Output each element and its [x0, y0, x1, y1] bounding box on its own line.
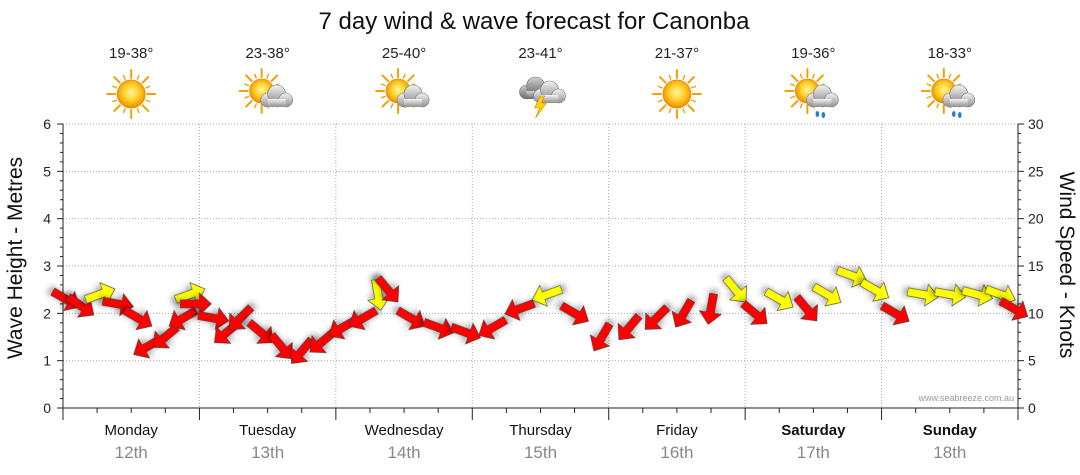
wind-arrow — [50, 287, 80, 312]
wind-arrow — [504, 298, 536, 321]
wind-arrows — [50, 265, 1029, 364]
y-tick-label-left: 6 — [43, 116, 51, 132]
day-date-label: 17th — [797, 443, 830, 462]
wind-arrow — [906, 283, 939, 307]
day-name-label: Friday — [656, 422, 698, 439]
wind-arrow — [879, 301, 910, 326]
chart-axes: 0 1 2 3 4 5 6 0 5 10 15 20 25 30 — [43, 116, 1044, 420]
wind-arrow — [617, 313, 643, 341]
day-labels: Monday 12th Tuesday 13th Wednesday 14th Thursd… — [105, 422, 978, 462]
y-tick-label-left: 2 — [43, 305, 51, 321]
day-name-label: Sunday — [923, 422, 978, 439]
y-axis-left-title: Wave Height - Metres — [4, 157, 27, 359]
wind-arrow — [859, 278, 890, 302]
y-tick-label-left: 4 — [43, 211, 51, 227]
chart-title: 7 day wind & wave forecast for Canonba — [319, 8, 751, 35]
partly-cloudy-icon — [375, 68, 430, 114]
wind-arrow — [589, 321, 614, 352]
y-tick-label-right: 25 — [1028, 163, 1044, 179]
day-date-label: 16th — [660, 443, 693, 462]
wind-arrow — [395, 306, 426, 331]
temperature-range: 21-37° — [655, 45, 699, 62]
wind-arrow — [763, 287, 794, 312]
y-tick-label-right: 10 — [1028, 305, 1044, 321]
temperature-range: 18-33° — [928, 45, 972, 62]
sunny-icon — [651, 69, 702, 119]
day-date-label: 15th — [524, 443, 557, 462]
cloudy-rain-icon — [784, 68, 839, 118]
day-date-label: 12th — [115, 443, 148, 462]
day-name-label: Tuesday — [239, 422, 296, 439]
wind-arrow — [531, 284, 564, 307]
cloudy-rain-icon — [920, 68, 976, 118]
wind-arrow — [740, 300, 768, 325]
temperature-range: 19-38° — [109, 45, 153, 62]
day-date-label: 18th — [933, 443, 966, 462]
chart-gridlines — [63, 123, 1018, 408]
thunderstorm-icon — [519, 76, 566, 119]
sunny-icon — [106, 69, 157, 119]
y-tick-label-left: 3 — [43, 258, 51, 274]
temperature-range: 23-41° — [518, 45, 562, 62]
wind-arrow — [671, 297, 696, 328]
wind-arrow — [811, 283, 842, 307]
wind-arrow — [348, 306, 379, 331]
wind-arrow — [374, 275, 400, 303]
day-name-label: Saturday — [781, 422, 846, 439]
y-tick-label-right: 5 — [1028, 353, 1036, 369]
y-axis-right-title: Wind Speed - Knots — [1055, 172, 1078, 359]
wind-arrow — [698, 292, 722, 325]
wind-arrow — [168, 306, 199, 331]
wind-arrow — [422, 317, 454, 340]
day-name-label: Wednesday — [365, 422, 444, 439]
y-tick-label-left: 5 — [43, 163, 51, 179]
wind-arrow — [933, 283, 966, 307]
wind-arrow — [228, 304, 255, 330]
temperature-range: 19-36° — [791, 45, 835, 62]
wind-arrow — [268, 332, 293, 360]
y-tick-label-right: 20 — [1028, 211, 1044, 227]
temperature-range: 25-40° — [382, 45, 426, 62]
wind-arrow — [559, 301, 589, 326]
credit-text: www.seabreeze.com.au — [917, 393, 1014, 403]
wind-arrow — [835, 265, 868, 288]
wind-arrow — [961, 284, 993, 307]
day-date-label: 13th — [251, 443, 284, 462]
wind-arrow — [197, 307, 230, 331]
wind-arrow — [246, 319, 274, 344]
y-tick-label-right: 0 — [1028, 400, 1036, 416]
wind-arrow — [478, 316, 509, 340]
y-tick-label-left: 1 — [43, 353, 51, 369]
y-tick-label-left: 0 — [43, 400, 51, 416]
day-forecast-header: 19-38° 23-38° 25-40° 23-41° 21-37° 19-36° 18-3… — [106, 45, 976, 119]
y-tick-label-right: 30 — [1028, 116, 1044, 132]
wind-arrow — [793, 294, 818, 322]
day-name-label: Monday — [105, 422, 159, 439]
y-tick-label-right: 15 — [1028, 258, 1044, 274]
wind-arrow — [449, 322, 481, 345]
wind-arrow — [998, 297, 1029, 321]
day-date-label: 14th — [388, 443, 421, 462]
wind-arrow — [644, 304, 671, 330]
wind-arrow — [722, 275, 747, 303]
temperature-range: 23-38° — [245, 45, 289, 62]
day-name-label: Thursday — [509, 422, 572, 439]
wind-arrow — [122, 306, 153, 331]
partly-cloudy-icon — [238, 68, 293, 114]
